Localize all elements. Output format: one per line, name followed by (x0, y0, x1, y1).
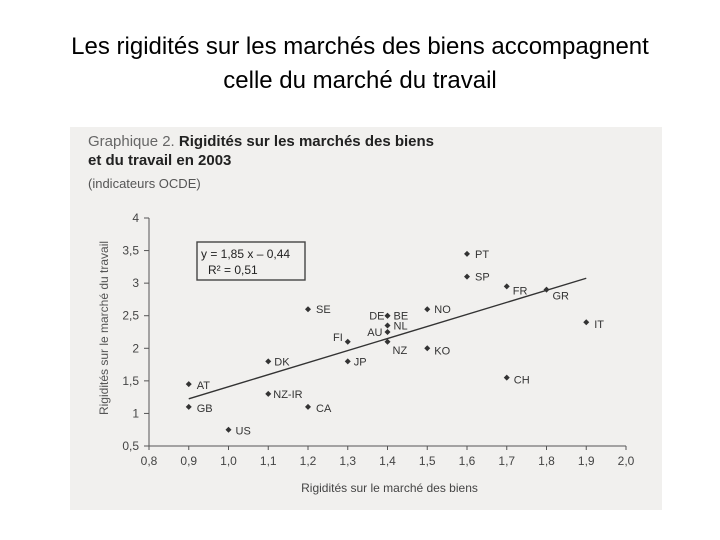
point-label-ko: KO (434, 345, 450, 357)
point-label-se: SE (316, 304, 331, 316)
point-label-ch: CH (514, 375, 530, 387)
point-marker-au (384, 329, 391, 335)
point-marker-nz (384, 338, 391, 345)
x-tick-label: 0,9 (180, 454, 197, 468)
point-label-de: DE (369, 311, 384, 323)
y-tick-label: 1 (132, 406, 139, 420)
equation-text: y = 1,85 x – 0,44 (201, 247, 290, 261)
equation-box (196, 241, 306, 281)
point-label-dk: DK (274, 356, 290, 368)
slide-title: Les rigidités sur les marchés des biens … (20, 30, 700, 98)
point-marker-sp (464, 273, 470, 280)
point-label-sp: SP (475, 272, 490, 284)
x-tick-label: 1,1 (260, 454, 277, 468)
point-marker-pt (464, 250, 470, 257)
x-axis-title: Rigidités sur le marché des biens (301, 481, 478, 495)
point-label-nz: NZ (393, 345, 408, 357)
point-marker-no (424, 306, 431, 313)
y-tick-label: 2,5 (122, 309, 139, 323)
point-marker-dk (265, 358, 272, 365)
point-label-gr: GR (553, 291, 570, 303)
x-tick-label: 1,7 (498, 454, 515, 468)
point-label-us: US (236, 426, 251, 438)
point-marker-fr (503, 283, 510, 290)
point-marker-gr (543, 286, 550, 293)
point-marker-be (384, 312, 391, 319)
point-label-nz-ir: NZ-IR (273, 389, 302, 401)
figure-title-bold-2: et du travail en 2003 (88, 152, 232, 169)
point-label-jp: JP (354, 356, 367, 368)
point-marker-at (185, 381, 192, 388)
point-label-no: NO (434, 304, 451, 316)
figure-title-bold-1: Rigidités sur les marchés des biens (178, 133, 435, 150)
point-marker-ko (424, 345, 431, 352)
x-tick-label: 1,5 (419, 454, 436, 468)
point-label-at: AT (197, 380, 211, 392)
point-label-fi: FI (333, 332, 343, 344)
y-axis-title: Rigidités sur le marché du travail (97, 241, 111, 415)
y-tick-label: 4 (132, 211, 139, 225)
point-marker-ch (503, 374, 510, 381)
point-label-it: IT (594, 319, 604, 331)
x-tick-label: 1,2 (300, 454, 317, 468)
y-tick-label: 3 (132, 276, 139, 290)
point-label-fr: FR (513, 285, 528, 297)
r-squared-text: R² = 0,51 (208, 263, 258, 277)
y-tick-label: 3,5 (122, 244, 139, 258)
x-tick-label: 2,0 (618, 454, 635, 468)
x-tick-label: 1,8 (538, 454, 555, 468)
x-tick-label: 1,9 (578, 454, 595, 468)
point-marker-nl (384, 322, 391, 329)
point-marker-se (305, 306, 311, 313)
figure-subtitle: (indicateurs OCDE) (88, 176, 201, 191)
y-tick-label: 1,5 (122, 374, 139, 388)
y-tick-label: 0,5 (122, 439, 139, 453)
point-marker-gb (185, 403, 192, 410)
point-marker-nz-ir (265, 390, 272, 397)
y-tick-label: 2 (132, 341, 139, 355)
point-marker-us (225, 426, 232, 433)
x-tick-label: 0,8 (141, 454, 158, 468)
slide-title-line1: Les rigidités sur les marchés des biens … (71, 33, 649, 60)
point-marker-fi (344, 338, 351, 345)
point-label-ca: CA (316, 403, 332, 415)
trend-line (188, 277, 587, 400)
point-label-nl: NL (394, 320, 408, 332)
point-label-pt: PT (475, 249, 489, 261)
x-tick-label: 1,3 (339, 454, 356, 468)
point-marker-jp (344, 358, 351, 365)
point-label-au: AU (367, 327, 382, 339)
figure-title-lead: Graphique 2. (88, 133, 175, 150)
x-tick-label: 1,4 (379, 454, 396, 468)
figure-title: Graphique 2. Rigidités sur les marchés d… (88, 132, 434, 170)
point-marker-it (583, 319, 590, 326)
x-tick-label: 1,6 (459, 454, 476, 468)
point-label-gb: GB (197, 403, 213, 415)
point-label-be: BE (394, 311, 409, 323)
point-marker-ca (305, 403, 311, 410)
slide-title-line2: celle du marché du travail (223, 67, 497, 94)
x-tick-label: 1,0 (220, 454, 237, 468)
